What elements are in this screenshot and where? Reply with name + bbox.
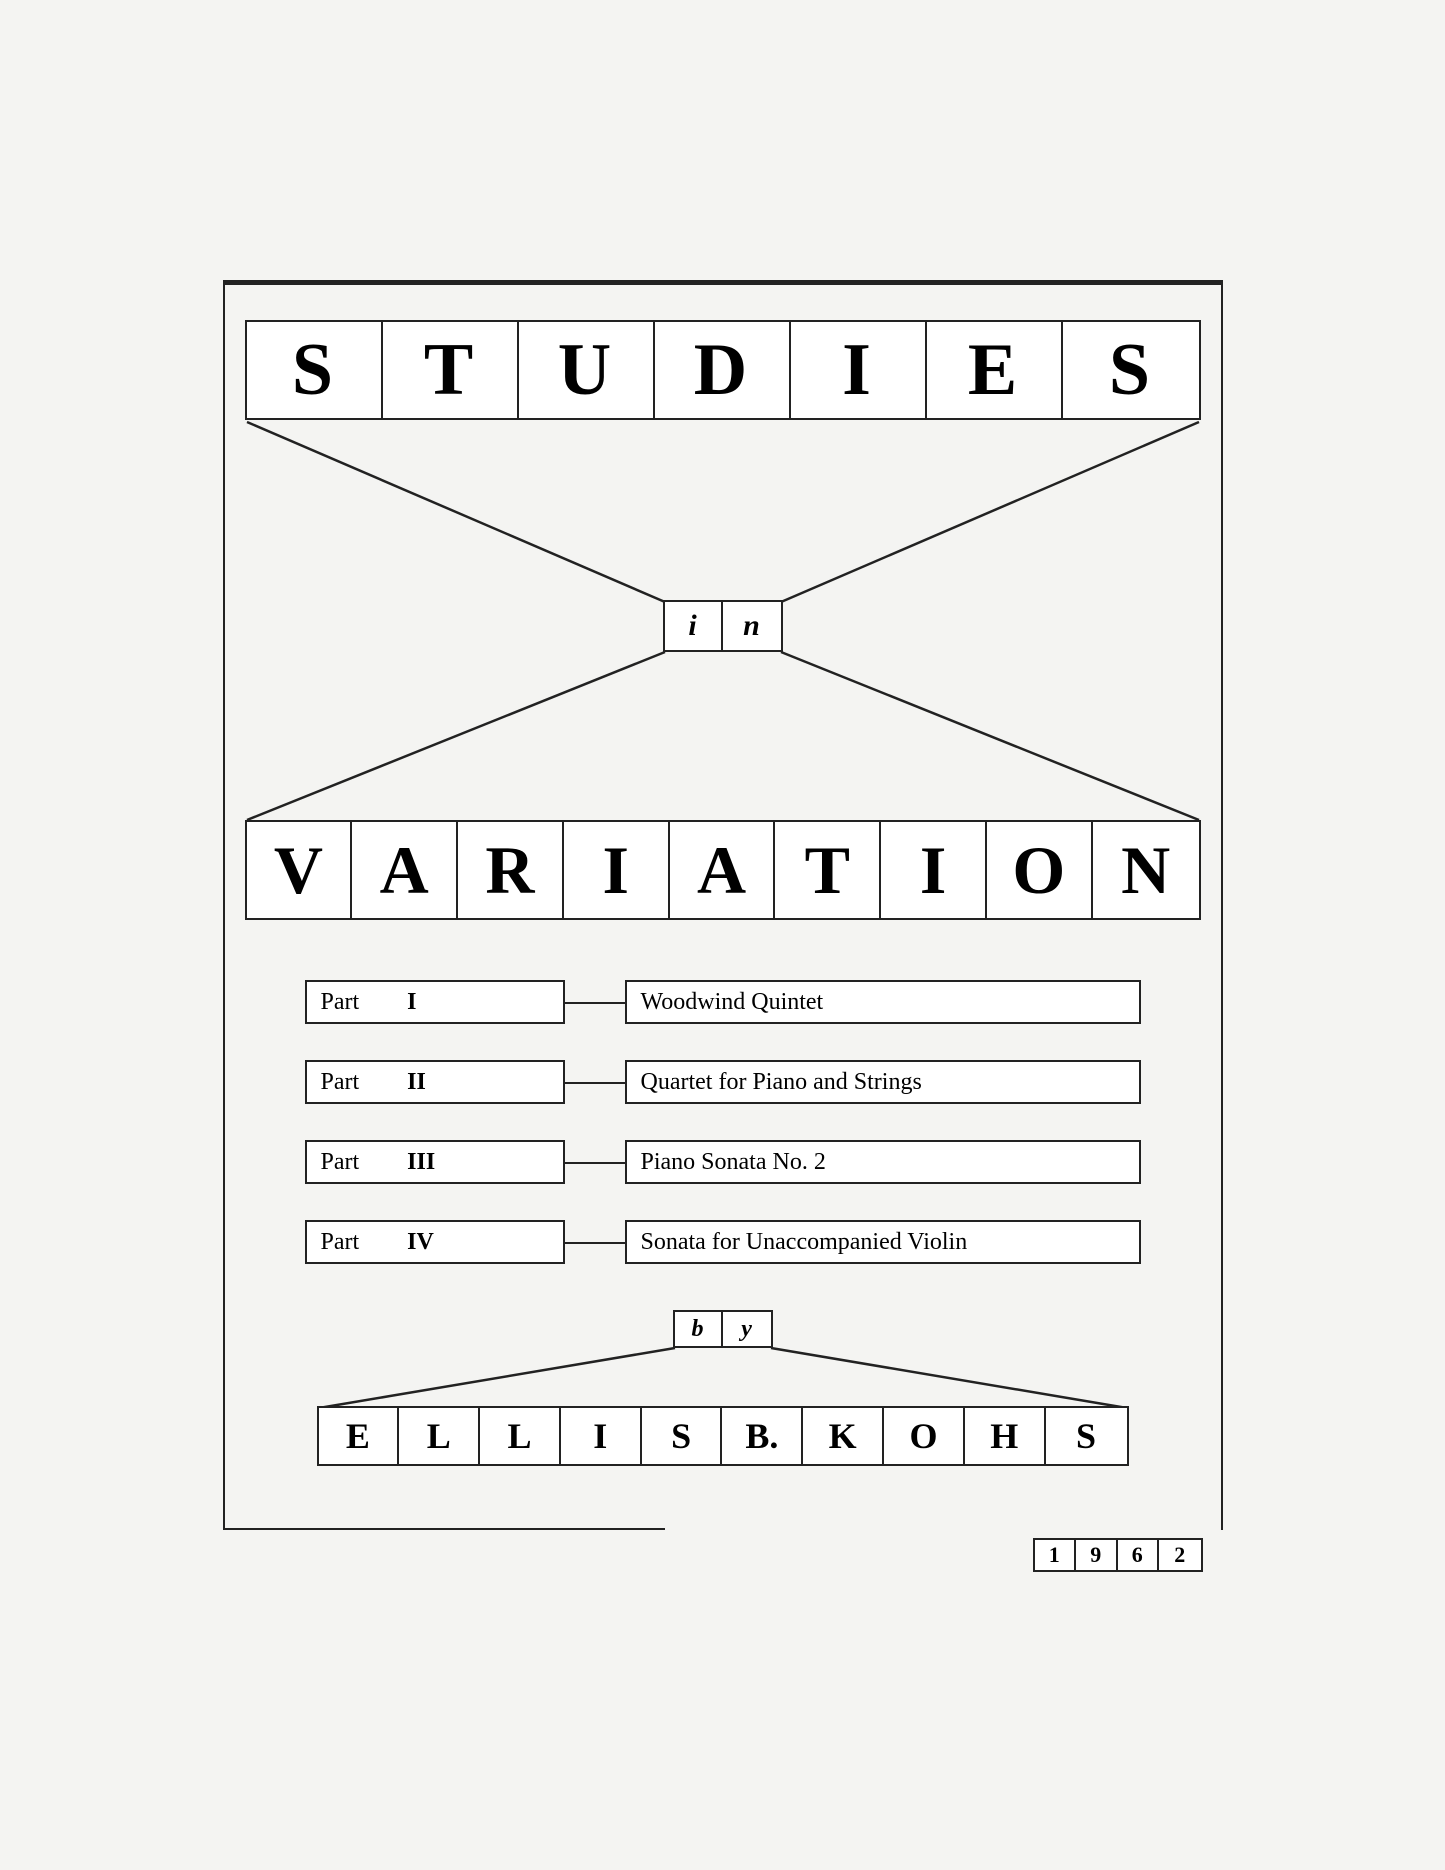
part-roman: I — [407, 989, 416, 1016]
connector-letter: i — [665, 602, 723, 650]
author-letter: K — [803, 1408, 884, 1464]
connector-line — [565, 1162, 625, 1164]
subtitle-letter: T — [775, 822, 881, 918]
part-description: Quartet for Piano and Strings — [625, 1060, 1141, 1104]
part-description: Piano Sonata No. 2 — [625, 1140, 1141, 1184]
part-label: Part IV — [305, 1220, 565, 1264]
part-label: Part III — [305, 1140, 565, 1184]
year-digit: 2 — [1159, 1540, 1200, 1570]
subtitle-letter: A — [670, 822, 776, 918]
title-letter: D — [655, 322, 791, 418]
connector-letter: y — [723, 1312, 771, 1346]
part-word: Part — [321, 1229, 360, 1256]
subtitle-letter: I — [564, 822, 670, 918]
connector-by: b y — [673, 1310, 773, 1348]
subtitle-letter: V — [247, 822, 353, 918]
author-letter: L — [399, 1408, 480, 1464]
subtitle-letter: R — [458, 822, 564, 918]
connector-line — [565, 1242, 625, 1244]
author-letter: S — [1046, 1408, 1127, 1464]
subtitle-letter: A — [352, 822, 458, 918]
title-letter: I — [791, 322, 927, 418]
title-letter: S — [247, 322, 383, 418]
connector-line — [565, 1082, 625, 1084]
connector-line — [565, 1002, 625, 1004]
author-letter: L — [480, 1408, 561, 1464]
part-description: Sonata for Unaccompanied Violin — [625, 1220, 1141, 1264]
author-letter: O — [884, 1408, 965, 1464]
part-row: Part II Quartet for Piano and Strings — [305, 1060, 1141, 1108]
subtitle-letter: O — [987, 822, 1093, 918]
connector-letter: n — [723, 602, 781, 650]
title-letter: U — [519, 322, 655, 418]
title-letter: E — [927, 322, 1063, 418]
part-label: Part II — [305, 1060, 565, 1104]
year-digit: 1 — [1035, 1540, 1077, 1570]
part-word: Part — [321, 1149, 360, 1176]
subtitle-letter: N — [1093, 822, 1199, 918]
part-roman: IV — [407, 1229, 434, 1256]
author-letter: I — [561, 1408, 642, 1464]
title-row: S T U D I E S — [245, 320, 1201, 420]
author-letter: E — [319, 1408, 400, 1464]
subtitle-row: V A R I A T I O N — [245, 820, 1201, 920]
part-description: Woodwind Quintet — [625, 980, 1141, 1024]
author-row: E L L I S B. K O H S — [317, 1406, 1129, 1466]
page: S T U D I E S i n V A R I A T I O N Part… — [223, 280, 1223, 1590]
part-roman: II — [407, 1069, 426, 1096]
title-letter: T — [383, 322, 519, 418]
parts-list: Part I Woodwind Quintet Part II Quartet … — [305, 980, 1141, 1300]
part-label: Part I — [305, 980, 565, 1024]
year-digit: 6 — [1118, 1540, 1160, 1570]
part-word: Part — [321, 1069, 360, 1096]
year-digit: 9 — [1076, 1540, 1118, 1570]
connector-letter: b — [675, 1312, 723, 1346]
subtitle-letter: I — [881, 822, 987, 918]
author-letter: S — [642, 1408, 723, 1464]
author-letter: B. — [722, 1408, 803, 1464]
part-roman: III — [407, 1149, 435, 1176]
part-row: Part III Piano Sonata No. 2 — [305, 1140, 1141, 1188]
connector-in: i n — [663, 600, 783, 652]
year-row: 1 9 6 2 — [1033, 1538, 1203, 1572]
part-row: Part IV Sonata for Unaccompanied Violin — [305, 1220, 1141, 1268]
part-row: Part I Woodwind Quintet — [305, 980, 1141, 1028]
title-letter: S — [1063, 322, 1199, 418]
part-word: Part — [321, 989, 360, 1016]
author-letter: H — [965, 1408, 1046, 1464]
